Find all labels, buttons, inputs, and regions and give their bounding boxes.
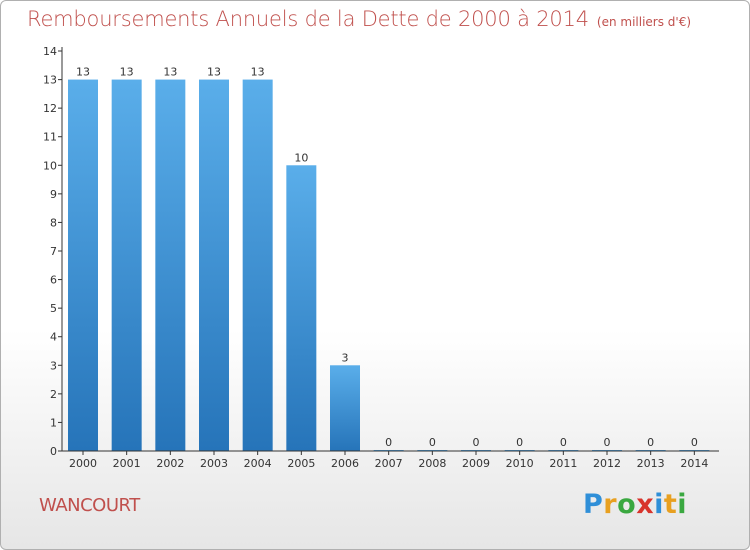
bar-2001 xyxy=(111,79,142,452)
y-tick-label: 6 xyxy=(50,274,57,287)
data-label-2008: 0 xyxy=(429,436,436,449)
x-tick-label-2001: 2001 xyxy=(113,457,141,470)
x-tick-label-2005: 2005 xyxy=(287,457,315,470)
x-tick-label-2008: 2008 xyxy=(418,457,446,470)
logo-letter: t xyxy=(663,489,678,520)
x-tick-label-2014: 2014 xyxy=(680,457,708,470)
y-tick-label: 11 xyxy=(43,131,57,144)
data-label-2014: 0 xyxy=(691,436,698,449)
y-tick-label: 10 xyxy=(43,159,57,172)
chart-title: Remboursements Annuels de la Dette de 20… xyxy=(27,7,691,31)
bar-2000 xyxy=(68,79,98,452)
x-tick-label-2010: 2010 xyxy=(506,457,534,470)
data-label-2002: 13 xyxy=(163,66,177,79)
x-tick-label-2002: 2002 xyxy=(156,457,184,470)
data-label-2000: 13 xyxy=(76,66,90,79)
data-label-2001: 13 xyxy=(120,66,134,79)
y-tick-label: 14 xyxy=(43,45,57,58)
y-tick-label: 8 xyxy=(50,216,57,229)
data-label-2005: 10 xyxy=(294,151,308,164)
logo-letter: i xyxy=(677,489,688,520)
x-tick-label-2009: 2009 xyxy=(462,457,490,470)
data-label-2010: 0 xyxy=(516,436,523,449)
x-tick-label-2006: 2006 xyxy=(331,457,359,470)
data-label-2007: 0 xyxy=(385,436,392,449)
y-tick-label: 1 xyxy=(50,416,57,429)
data-label-2012: 0 xyxy=(604,436,611,449)
y-tick-label: 7 xyxy=(50,245,57,258)
y-tick-label: 12 xyxy=(43,102,57,115)
x-tick-label-2004: 2004 xyxy=(244,457,272,470)
data-label-2006: 3 xyxy=(342,351,349,364)
data-label-2009: 0 xyxy=(473,436,480,449)
y-tick-label: 5 xyxy=(50,302,57,315)
data-label-2003: 13 xyxy=(207,66,221,79)
commune-name: WANCOURT xyxy=(39,495,140,516)
bar-2005 xyxy=(286,165,317,452)
bar-2003 xyxy=(199,79,229,452)
chart-title-text: Remboursements Annuels de la Dette de 20… xyxy=(27,7,589,31)
bar-2004 xyxy=(242,79,273,452)
x-tick-label-2011: 2011 xyxy=(549,457,577,470)
y-tick-label: 2 xyxy=(50,388,57,401)
y-tick-label: 4 xyxy=(50,331,57,344)
bar-2002 xyxy=(155,79,186,452)
chart-unit: (en milliers d'€) xyxy=(596,15,692,29)
y-tick-label: 3 xyxy=(50,359,57,372)
y-tick-label: 13 xyxy=(43,74,57,87)
proxiti-logo: Proxiti xyxy=(583,489,687,520)
logo-letter: o xyxy=(617,489,637,520)
data-label-2013: 0 xyxy=(647,436,654,449)
y-tick-label: 9 xyxy=(50,188,57,201)
x-tick-label-2012: 2012 xyxy=(593,457,621,470)
x-tick-label-2000: 2000 xyxy=(69,457,97,470)
logo-letter: P xyxy=(583,489,604,520)
logo-letter: x xyxy=(636,489,655,520)
data-label-2011: 0 xyxy=(560,436,567,449)
logo-letter: r xyxy=(603,489,618,520)
y-tick-label: 0 xyxy=(50,445,57,458)
x-tick-label-2003: 2003 xyxy=(200,457,228,470)
bar-2006 xyxy=(330,365,360,451)
data-label-2004: 13 xyxy=(251,66,265,79)
x-tick-label-2013: 2013 xyxy=(637,457,665,470)
x-tick-label-2007: 2007 xyxy=(375,457,403,470)
logo-letter: i xyxy=(654,489,664,520)
